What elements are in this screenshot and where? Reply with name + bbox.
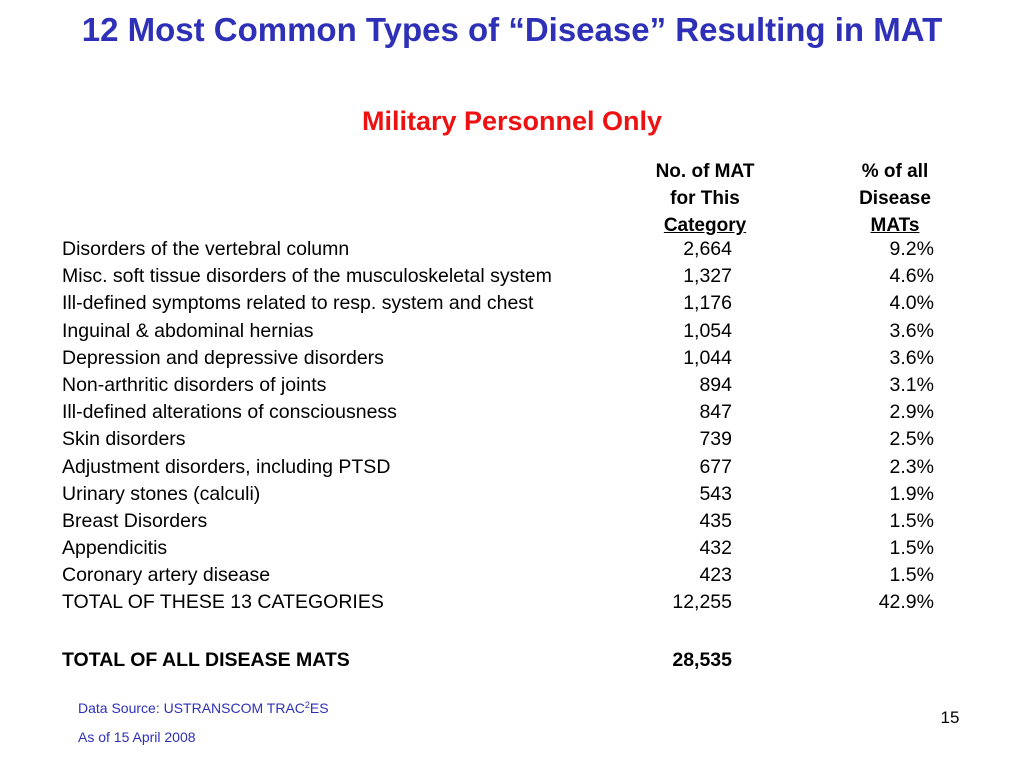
table-row: Non-arthritic disorders of joints 894 3.1% [62,372,962,399]
table-row: Breast Disorders 435 1.5% [62,508,962,535]
mat-count: 432 [699,537,732,560]
mat-percent: 2.9% [889,401,934,424]
mat-count: 847 [699,401,732,424]
disease-table: Disorders of the vertebral column 2,664 9.… [62,236,962,617]
mat-percent: 1.5% [889,564,934,587]
mat-percent: 2.3% [889,455,934,478]
mat-count: 1,327 [683,265,732,288]
table-row: Ill-defined alterations of consciousness… [62,399,962,426]
column-header-line: % of all [861,161,929,182]
slide-title: 12 Most Common Types of “Disease” Result… [81,11,943,48]
mat-percent: 1.5% [889,537,934,560]
subtotal-label: TOTAL OF THESE 13 CATEGORIES [62,591,384,614]
table-row: Misc. soft tissue disorders of the muscu… [62,263,962,290]
as-of-date: As of 15 April 2008 [78,729,196,745]
column-header-line: Disease [859,188,931,209]
disease-label: Breast Disorders [62,509,208,532]
grand-total-row: TOTAL OF ALL DISEASE MATS 28,535 [62,647,962,674]
mat-percent: 1.9% [889,482,934,505]
subtotal-count: 12,255 [672,591,732,614]
disease-label: Ill-defined alterations of consciousness [62,401,397,424]
mat-percent: 2.5% [889,428,934,451]
disease-label: Disorders of the vertebral column [62,238,350,260]
column-header-line: Category [663,215,747,236]
mat-count: 739 [699,428,732,451]
column-header-line: No. of MAT [655,161,755,182]
mat-count: 543 [699,482,732,505]
mat-count: 677 [699,455,732,478]
table-row: Coronary artery disease 423 1.5% [62,562,962,589]
mat-count: 894 [699,373,732,396]
table-row-subtotal: TOTAL OF THESE 13 CATEGORIES 12,255 42.9% [62,589,962,616]
table-row: Inguinal & abdominal hernias 1,054 3.6% [62,318,962,345]
mat-count: 1,054 [683,319,732,342]
table-row: Disorders of the vertebral column 2,664 9.… [62,236,962,263]
table-row: Urinary stones (calculi) 543 1.9% [62,481,962,508]
mat-percent: 3.6% [889,346,934,369]
source-text-suffix: ES [309,700,329,716]
mat-percent: 9.2% [889,238,934,260]
data-source-note: Data Source: USTRANSCOM TRAC2ES [78,700,329,716]
disease-label: Depression and depressive disorders [62,346,384,369]
column-header-mat-count: No. of MAT for This Category [620,158,790,239]
mat-count: 1,044 [683,346,732,369]
subtotal-percent: 42.9% [878,591,934,614]
column-header-line: MATs [870,215,920,236]
disease-label: Non-arthritic disorders of joints [62,373,327,396]
disease-label: Inguinal & abdominal hernias [62,319,314,342]
table-row: Appendicitis 432 1.5% [62,535,962,562]
mat-count: 435 [699,509,732,532]
mat-count: 2,664 [683,238,732,260]
mat-percent: 3.1% [889,373,934,396]
mat-count: 1,176 [683,292,732,315]
mat-percent: 4.0% [889,292,934,315]
disease-label: Urinary stones (calculi) [62,482,261,505]
disease-label: Appendicitis [62,537,168,560]
grand-total-count: 28,535 [672,649,732,671]
disease-label: Skin disorders [62,428,186,451]
grand-total-label: TOTAL OF ALL DISEASE MATS [62,649,350,671]
mat-count: 423 [699,564,732,587]
table-row: Ill-defined symptoms related to resp. sy… [62,290,962,317]
source-superscript: 2 [304,700,310,710]
column-header-percent: % of all Disease MATs [815,158,975,239]
disease-label: Ill-defined symptoms related to resp. sy… [62,292,534,315]
column-header-line: for This [670,188,740,209]
table-row: Adjustment disorders, including PTSD 677 2… [62,454,962,481]
table-row: Skin disorders 739 2.5% [62,426,962,453]
page-number: 15 [940,708,960,727]
slide-subtitle: Military Personnel Only [361,106,663,136]
mat-percent: 4.6% [889,265,934,288]
table-row: Depression and depressive disorders 1,044… [62,345,962,372]
disease-label: Misc. soft tissue disorders of the muscu… [62,265,552,288]
mat-percent: 1.5% [889,509,934,532]
disease-label: Adjustment disorders, including PTSD [62,455,391,478]
source-text: Data Source: USTRANSCOM TRAC [78,700,305,716]
mat-percent: 3.6% [889,319,934,342]
disease-label: Coronary artery disease [62,564,271,587]
